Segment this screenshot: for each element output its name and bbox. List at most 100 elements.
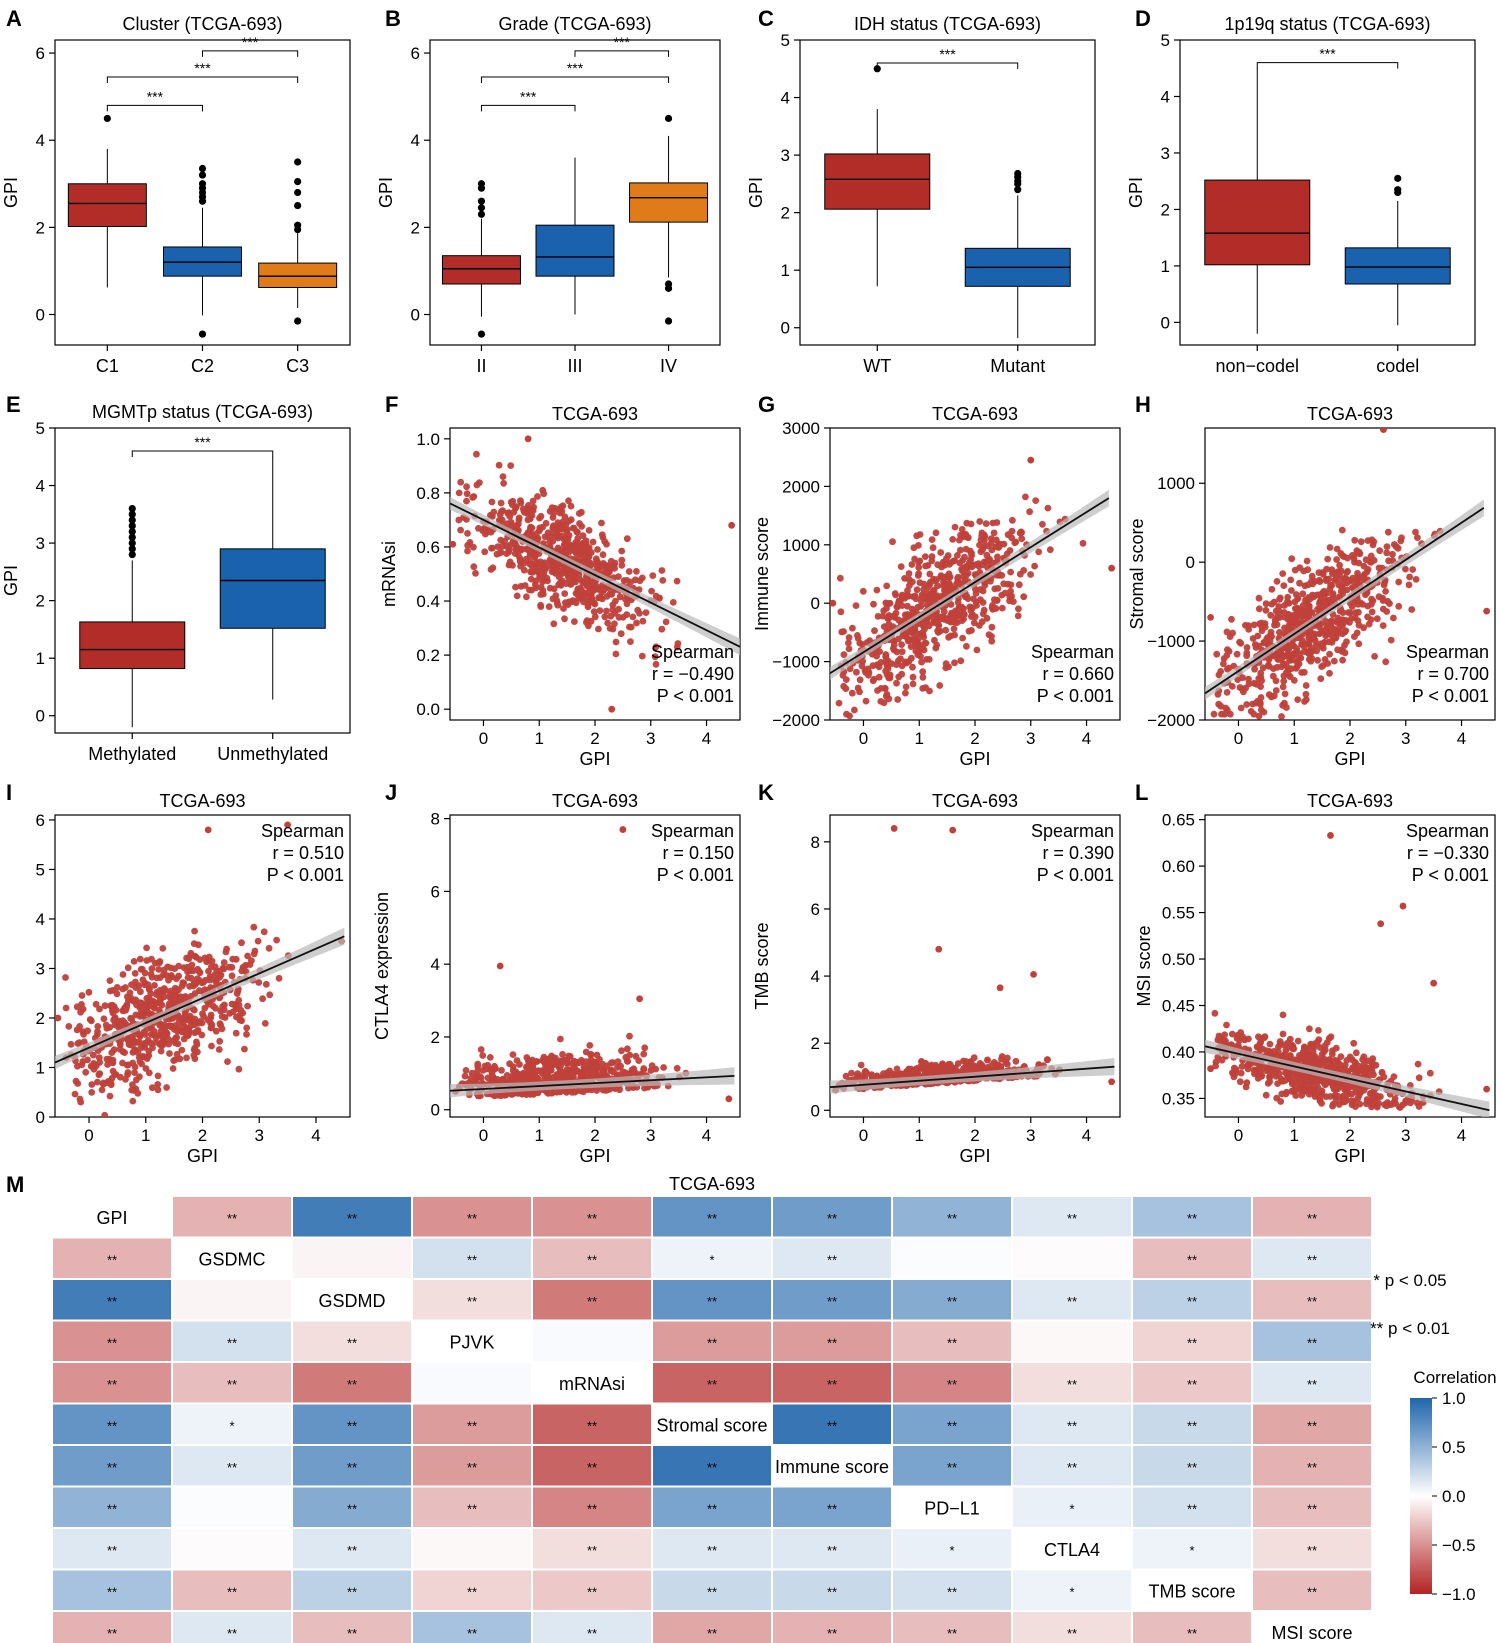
data-point	[996, 984, 1004, 992]
y-tick-label: 2	[36, 218, 45, 237]
data-point	[229, 955, 237, 963]
outlier-point	[128, 510, 136, 518]
data-point	[544, 1066, 552, 1073]
significance-bracket	[202, 50, 299, 57]
data-point	[940, 578, 947, 586]
data-point	[88, 1081, 96, 1088]
data-point	[218, 1025, 226, 1033]
data-point	[180, 1014, 188, 1022]
data-point	[92, 1000, 100, 1008]
data-point	[1295, 660, 1303, 668]
data-point	[1293, 645, 1301, 652]
data-point	[544, 1075, 552, 1083]
data-point	[1284, 612, 1292, 619]
data-point	[905, 1065, 913, 1073]
data-point	[220, 1006, 228, 1014]
data-point	[989, 519, 997, 527]
data-point	[583, 1071, 591, 1079]
x-tick-label: 2	[970, 1126, 979, 1145]
data-point	[1268, 585, 1276, 593]
data-point	[255, 979, 263, 986]
data-point	[1279, 570, 1287, 577]
data-point	[207, 1011, 215, 1019]
data-point	[154, 1086, 162, 1094]
data-point	[1210, 710, 1218, 718]
data-point	[476, 479, 483, 486]
confidence-band	[55, 927, 345, 1070]
x-tick-label: Methylated	[88, 744, 176, 764]
data-point	[909, 673, 917, 681]
data-point	[1273, 613, 1281, 620]
data-point	[530, 503, 537, 511]
data-point	[961, 553, 968, 561]
data-point	[862, 669, 869, 676]
data-point	[583, 617, 591, 624]
data-point	[74, 1080, 82, 1087]
data-point	[512, 583, 519, 591]
outlier-point	[294, 201, 302, 210]
panel-d: 1p19q status (TCGA-693)GPI012345non−code…	[1126, 14, 1476, 376]
data-point	[907, 636, 914, 644]
data-point	[116, 1045, 124, 1053]
data-point	[113, 990, 121, 998]
data-point	[967, 607, 975, 614]
data-point	[186, 967, 194, 975]
data-point	[523, 1054, 531, 1061]
data-point	[494, 1091, 502, 1099]
data-point	[857, 1061, 865, 1069]
data-point	[1275, 1070, 1283, 1077]
data-point	[840, 651, 848, 658]
data-point	[1299, 602, 1307, 609]
data-point	[988, 546, 996, 554]
panel-i: TCGA-693GPIPD−L1 expression012340123456S…	[36, 791, 351, 1166]
data-point	[848, 1069, 855, 1077]
x-tick-label: 0	[1234, 1126, 1243, 1145]
data-point	[845, 634, 853, 641]
data-point	[1345, 609, 1352, 616]
data-point	[1293, 615, 1300, 623]
data-point	[582, 589, 589, 597]
outlier-point	[294, 178, 302, 186]
data-point	[509, 497, 517, 505]
data-point	[892, 591, 900, 599]
data-point	[1361, 571, 1368, 578]
data-point	[177, 993, 184, 1001]
data-point	[612, 650, 620, 658]
box-body	[1204, 179, 1311, 266]
data-point	[585, 1061, 592, 1069]
data-point	[1030, 970, 1037, 978]
regression-line	[830, 1065, 1115, 1089]
data-point	[1250, 679, 1258, 687]
data-point	[1004, 531, 1012, 539]
data-point	[1307, 657, 1315, 665]
data-point	[212, 1027, 220, 1035]
data-point	[1318, 1051, 1326, 1058]
data-point	[1354, 600, 1362, 608]
data-point	[1291, 566, 1299, 574]
data-point	[590, 608, 598, 615]
data-point	[1266, 632, 1274, 640]
data-point	[1217, 702, 1225, 710]
data-point	[534, 563, 542, 571]
data-point	[539, 523, 546, 531]
significance-bracket	[574, 50, 670, 57]
data-point	[893, 648, 901, 656]
data-point	[1237, 1029, 1245, 1036]
data-point	[550, 510, 558, 517]
data-point	[1402, 1097, 1409, 1105]
data-point	[457, 526, 464, 534]
data-point	[871, 627, 878, 635]
data-point	[477, 1046, 485, 1053]
data-point	[641, 1044, 649, 1052]
data-point	[1406, 573, 1413, 581]
data-point	[958, 567, 966, 575]
data-point	[673, 1064, 681, 1072]
data-point	[658, 625, 666, 633]
significance-label: ***	[242, 34, 259, 50]
data-point	[1009, 516, 1016, 524]
data-point	[972, 585, 979, 593]
data-point	[468, 1069, 476, 1077]
data-point	[147, 970, 155, 978]
